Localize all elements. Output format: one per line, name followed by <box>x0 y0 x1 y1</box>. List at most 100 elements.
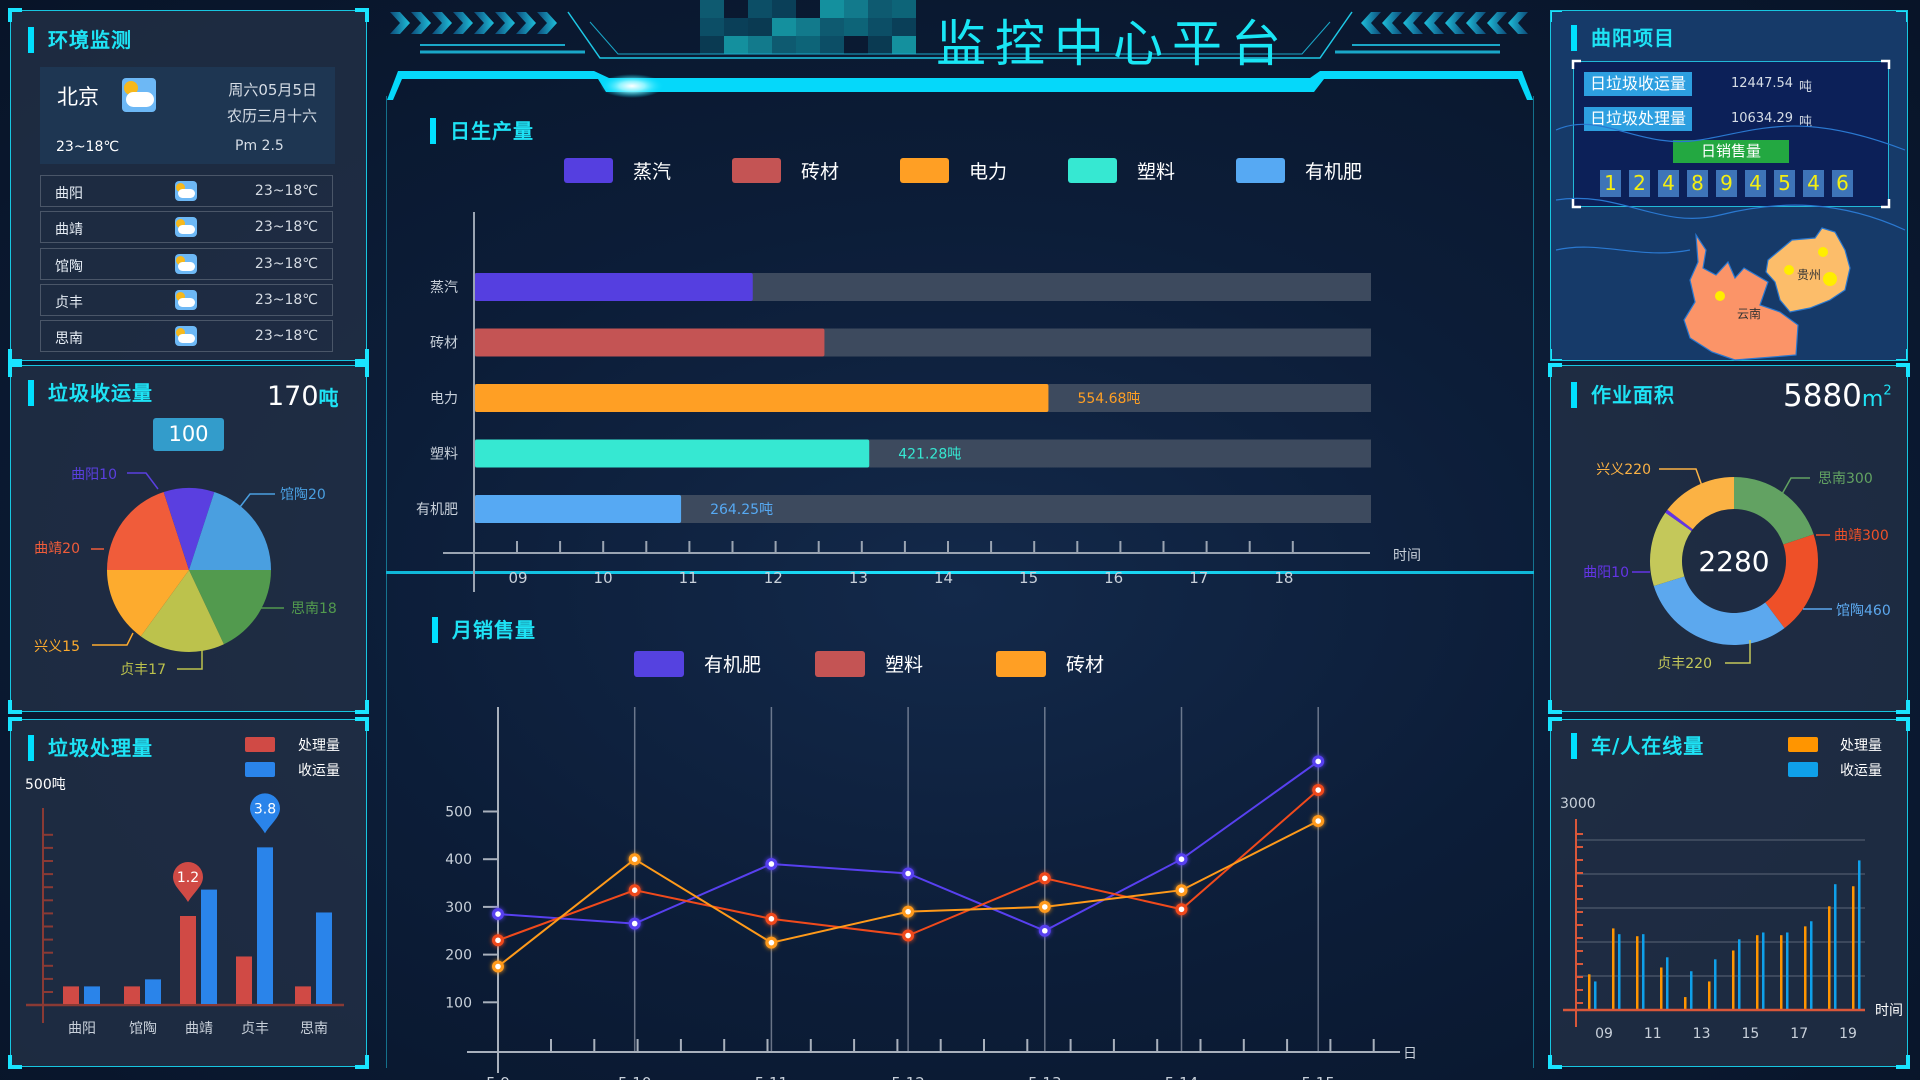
monthly-title: 月销售量 <box>432 617 536 643</box>
label-leader-line <box>1725 640 1751 664</box>
chevron-icon <box>1424 12 1444 34</box>
bar <box>1666 957 1669 1010</box>
mosaic-block <box>772 36 796 54</box>
x-tick-label: 15 <box>1019 569 1038 587</box>
city-name: 北京 <box>57 85 99 109</box>
sales-digit: 5 <box>1774 170 1795 197</box>
bar <box>475 328 825 357</box>
weather-row: 曲靖 23~18℃ <box>40 211 333 244</box>
bar <box>124 986 140 1004</box>
province-border-lines <box>1555 123 1906 254</box>
data-point-center <box>1042 904 1048 910</box>
yunnan-label: 云南 <box>1737 306 1761 321</box>
legend-label: 处理量 <box>298 738 340 754</box>
x-tick-label: 14 <box>934 569 953 587</box>
bar <box>295 986 311 1004</box>
mosaic-block <box>748 0 772 18</box>
chevron-icon <box>1508 12 1528 34</box>
area-unit: m <box>1861 387 1884 412</box>
bar-value-label: 421.28吨 <box>898 447 961 463</box>
donut-center-value: 2280 <box>1698 545 1769 578</box>
legend-label: 蒸汽 <box>633 161 671 183</box>
y-tick-label: 300 <box>445 900 472 916</box>
env-title: 环境监测 <box>28 27 132 53</box>
segment-label: 兴义220 <box>1596 462 1651 478</box>
bar <box>1618 934 1621 1010</box>
y-tick-label: 电力 <box>430 391 458 407</box>
data-point-center <box>495 911 501 917</box>
chevron-icon <box>537 12 557 34</box>
weather-row-temp: 23~18℃ <box>254 183 318 199</box>
chevron-icon <box>1403 12 1423 34</box>
x-axis-label: 时间 <box>1393 548 1421 564</box>
daily-title: 日生产量 <box>430 118 534 144</box>
y-tick-label: 200 <box>445 948 472 964</box>
data-point-center <box>768 861 775 867</box>
data-point-center <box>631 856 638 862</box>
map-point <box>1818 247 1828 257</box>
chevron-icon <box>1382 12 1402 34</box>
center-frame <box>386 96 1534 1068</box>
mosaic-block <box>772 18 796 36</box>
bar <box>1810 921 1813 1010</box>
bar <box>1834 884 1837 1010</box>
x-tick-label: 17 <box>1189 569 1208 587</box>
slice-label: 馆陶20 <box>280 487 326 503</box>
x-tick-label: 思南 <box>300 1021 328 1037</box>
header-band <box>387 71 1533 100</box>
data-point-center <box>768 916 775 922</box>
weather-row-city: 贞丰 <box>55 294 83 311</box>
sales-digit: 4 <box>1658 170 1679 197</box>
card-corner <box>1571 59 1581 69</box>
mosaic-block <box>724 18 748 36</box>
x-tick-label: 09 <box>508 569 527 587</box>
sales-digit: 8 <box>1687 170 1708 197</box>
legend-label: 收运量 <box>1840 763 1882 779</box>
sales-digit: 1 <box>1600 170 1621 197</box>
header-frame <box>567 11 1353 59</box>
header-decoration <box>387 0 1533 100</box>
chevron-icon <box>495 12 515 34</box>
mosaic-block <box>700 36 724 54</box>
right-chevrons-decoration <box>1361 12 1528 34</box>
bar <box>180 916 196 1004</box>
slice-label: 思南18 <box>291 601 337 617</box>
weather-row-city: 馆陶 <box>55 258 83 275</box>
legend-label: 砖材 <box>801 161 839 183</box>
x-tick-label: 5.11 <box>755 1074 788 1080</box>
bar <box>1732 950 1735 1010</box>
main-weather-card: 北京 周六05月5日 农历三月十六 23~18℃ Pm 2.5 <box>40 67 335 164</box>
x-tick-label: 5.13 <box>1028 1074 1061 1080</box>
x-tick-label: 18 <box>1274 569 1293 587</box>
x-tick-label: 曲阳 <box>68 1021 96 1037</box>
y-tick-label: 100 <box>445 995 472 1011</box>
mosaic-block <box>820 36 844 54</box>
data-point-center <box>1042 875 1048 882</box>
project-metric-label: 日垃圾收运量 <box>1584 72 1693 96</box>
sales-digit: 6 <box>1832 170 1853 197</box>
donut-segment <box>1650 512 1692 586</box>
chevron-icon <box>390 12 410 34</box>
collection-unit: 吨 <box>318 386 339 410</box>
legend-label: 有机肥 <box>1305 161 1362 183</box>
slice-label: 兴义15 <box>34 639 80 655</box>
partly-cloudy-icon <box>175 289 197 310</box>
mosaic-block <box>844 0 868 18</box>
collection-pie-chart: 思南18 贞丰17 兴义15 曲靖20 曲阳10 馆陶20 <box>34 467 337 678</box>
label-leader-line <box>1659 468 1703 487</box>
data-point-center <box>495 963 501 970</box>
data-point-center <box>1178 906 1185 913</box>
area-unit-sup: 2 <box>1883 383 1892 399</box>
label-leader-line <box>239 493 275 508</box>
weather-row-temp: 23~18℃ <box>254 291 318 308</box>
weather-row-temp: 23~18℃ <box>254 219 318 236</box>
bar <box>1738 939 1741 1010</box>
header-glow <box>600 74 664 98</box>
main-temperature: 23~18℃ <box>56 139 120 155</box>
bar <box>1756 935 1759 1010</box>
partly-cloudy-icon <box>175 326 197 347</box>
bar <box>1636 936 1639 1010</box>
area-title: 作业面积 <box>1571 382 1675 408</box>
